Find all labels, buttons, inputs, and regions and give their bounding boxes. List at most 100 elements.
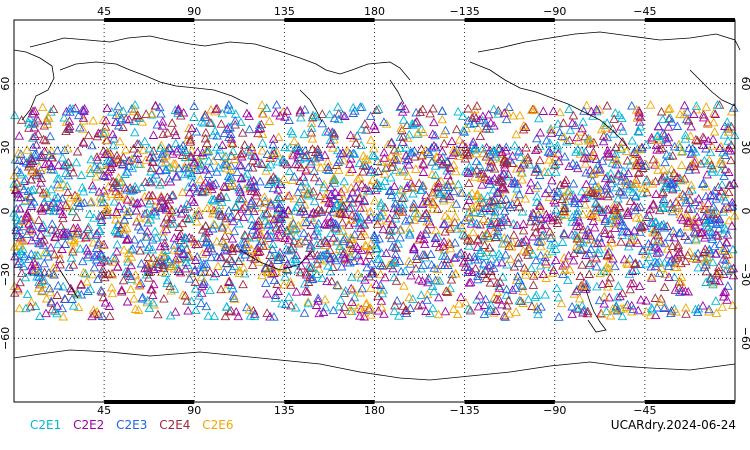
obs-marker <box>580 230 591 239</box>
right-lat-label: 0 <box>739 208 750 215</box>
obs-marker <box>26 119 36 129</box>
obs-marker <box>625 196 636 205</box>
obs-marker <box>144 198 154 208</box>
obs-marker <box>146 257 157 267</box>
obs-marker <box>516 280 527 289</box>
obs-marker <box>41 293 52 303</box>
obs-marker <box>552 140 563 150</box>
obs-marker <box>173 243 184 252</box>
obs-marker <box>157 116 168 126</box>
obs-marker <box>268 145 279 155</box>
obs-marker <box>498 272 508 281</box>
obs-marker <box>718 254 729 263</box>
obs-marker <box>34 272 44 281</box>
obs-marker <box>490 232 501 242</box>
obs-marker <box>301 188 312 198</box>
obs-marker <box>319 219 330 229</box>
obs-marker <box>366 238 376 248</box>
obs-marker <box>252 245 263 255</box>
obs-marker <box>690 154 700 164</box>
obs-marker <box>108 252 118 262</box>
obs-marker <box>554 312 564 321</box>
obs-marker <box>60 200 71 210</box>
obs-marker <box>321 248 332 258</box>
obs-marker <box>181 244 192 253</box>
obs-marker <box>119 214 130 224</box>
obs-marker <box>658 164 669 174</box>
obs-marker <box>605 272 615 282</box>
obs-marker <box>25 223 35 233</box>
obs-marker <box>151 169 161 179</box>
obs-marker <box>143 252 153 261</box>
obs-marker <box>607 158 618 167</box>
obs-marker <box>640 249 651 259</box>
obs-marker <box>526 177 536 187</box>
obs-marker <box>206 203 217 213</box>
obs-marker <box>174 231 185 240</box>
obs-marker <box>170 254 181 264</box>
obs-marker <box>268 139 278 149</box>
obs-marker <box>641 140 651 149</box>
obs-marker <box>392 146 403 155</box>
obs-marker <box>519 158 530 167</box>
obs-marker <box>516 152 526 161</box>
obs-marker <box>472 188 483 198</box>
obs-marker <box>420 250 430 259</box>
obs-marker <box>398 115 409 124</box>
obs-marker <box>122 234 132 244</box>
obs-marker <box>355 287 366 297</box>
obs-marker <box>55 201 66 211</box>
obs-marker <box>512 183 522 193</box>
obs-marker <box>689 109 699 118</box>
obs-marker <box>652 237 662 246</box>
obs-marker <box>617 171 627 181</box>
obs-marker <box>46 107 56 116</box>
obs-marker <box>408 294 418 303</box>
obs-marker <box>443 213 453 223</box>
obs-marker <box>36 203 46 213</box>
obs-marker <box>535 155 545 165</box>
obs-marker <box>108 140 119 150</box>
obs-marker <box>334 154 345 164</box>
obs-marker <box>535 201 545 210</box>
obs-marker <box>149 264 160 274</box>
obs-marker <box>262 288 272 298</box>
obs-marker <box>352 131 362 140</box>
obs-marker <box>349 292 360 302</box>
obs-marker <box>314 151 324 161</box>
obs-marker <box>345 257 355 267</box>
obs-marker <box>16 149 26 158</box>
obs-marker <box>122 296 133 306</box>
obs-marker <box>200 164 211 174</box>
obs-marker <box>290 258 301 267</box>
obs-marker <box>686 159 697 169</box>
obs-marker <box>78 137 89 146</box>
legend-item-c2e4: C2E4 <box>159 418 191 432</box>
obs-marker <box>346 272 357 281</box>
obs-marker <box>89 262 100 272</box>
obs-marker <box>659 257 670 267</box>
obs-marker <box>690 146 701 156</box>
obs-marker <box>105 149 116 158</box>
obs-marker <box>10 110 20 120</box>
obs-marker <box>699 247 709 256</box>
obs-marker <box>497 147 507 157</box>
obs-marker <box>574 293 585 303</box>
obs-marker <box>230 115 240 125</box>
obs-marker <box>431 151 442 161</box>
obs-marker <box>296 181 306 191</box>
obs-marker <box>439 138 449 148</box>
obs-marker <box>246 176 256 186</box>
obs-marker <box>56 229 67 238</box>
obs-marker <box>585 235 596 244</box>
obs-marker <box>289 171 300 181</box>
obs-marker <box>583 135 594 145</box>
obs-marker <box>451 124 462 134</box>
obs-marker <box>443 170 453 180</box>
obs-marker <box>298 203 308 212</box>
obs-marker <box>679 100 690 110</box>
obs-marker <box>714 217 725 227</box>
obs-marker <box>628 154 638 163</box>
obs-marker <box>180 152 191 161</box>
obs-marker <box>78 115 89 125</box>
